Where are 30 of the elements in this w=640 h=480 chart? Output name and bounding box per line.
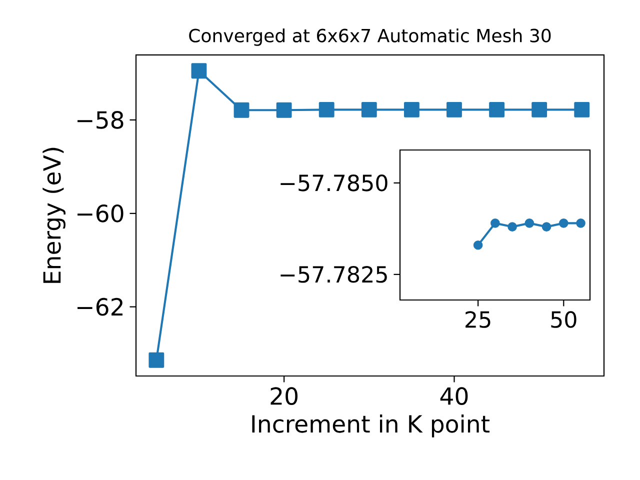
point (524, 218, 534, 228)
y-tick-label: −58 (78, 111, 124, 129)
y-tick-label: −62 (78, 298, 122, 316)
x-tick-label: 20 (270, 387, 298, 406)
y-tick-label: −57.7850 (280, 174, 388, 192)
point (361, 102, 377, 118)
x-tick-label: 40 (440, 387, 468, 406)
point (404, 102, 420, 118)
y-axis-title: Energy (eV) (42, 148, 66, 283)
x-tick-label: 25 (466, 311, 490, 328)
point (558, 218, 568, 228)
point (489, 102, 504, 118)
point (148, 352, 164, 368)
point (276, 102, 292, 118)
point (473, 240, 483, 250)
x-axis-title: Increment in K point (252, 414, 490, 438)
point (576, 218, 586, 228)
point (490, 218, 500, 228)
point (574, 102, 590, 118)
point (532, 102, 548, 118)
point (508, 222, 517, 232)
y-tick-label: −60 (78, 204, 124, 222)
y-tick-label: −57.7825 (280, 266, 387, 283)
point (446, 102, 462, 118)
point (542, 222, 552, 232)
x-tick-label: 50 (551, 311, 576, 328)
point (234, 102, 250, 118)
point (191, 63, 207, 79)
point (318, 102, 334, 118)
chart-title: Converged at 6x6x7 Automatic Mesh 30 (189, 28, 551, 46)
